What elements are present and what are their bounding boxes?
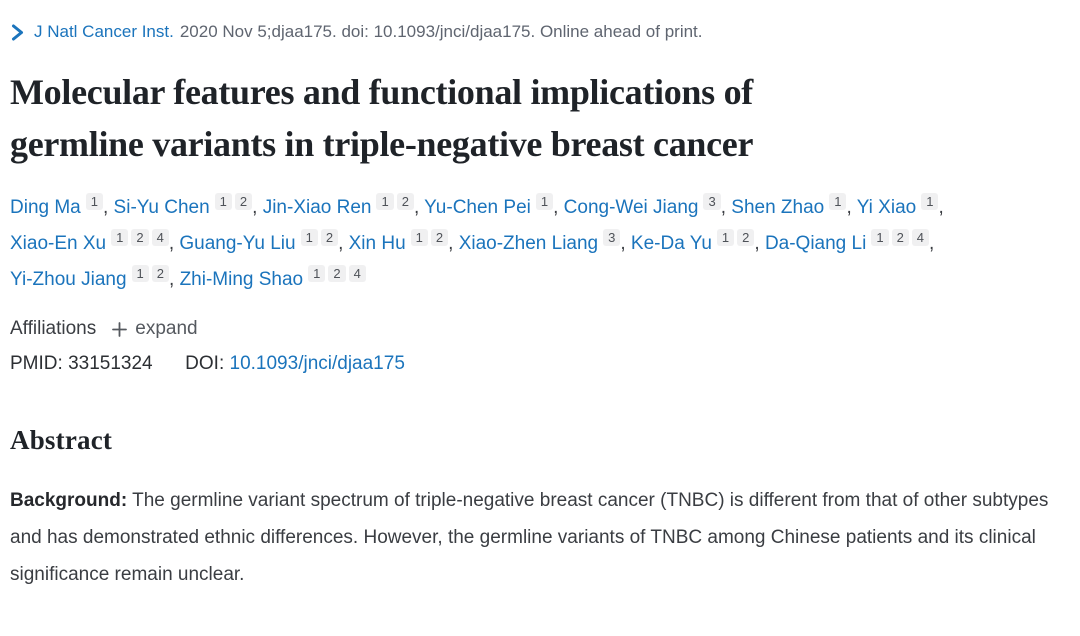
author-link[interactable]: Da-Qiang Li — [764, 233, 867, 254]
author-link[interactable]: Guang-Yu Liu — [179, 233, 296, 254]
author-separator: , — [846, 197, 852, 218]
affiliation-number-badge: 1 — [376, 193, 394, 210]
author-link[interactable]: Xin Hu — [348, 233, 406, 254]
affiliation-number-badge: 1 — [535, 193, 554, 210]
author-separator: , — [168, 233, 175, 254]
author-item: Ding Ma 1, — [10, 193, 109, 218]
chevron-right-icon — [10, 24, 25, 41]
author-link[interactable]: Yi-Zhou Jiang — [10, 269, 127, 290]
affiliation-number-badge: 2 — [131, 229, 149, 246]
affiliation-number-badge: 2 — [737, 229, 755, 246]
author-item: Shen Zhao 1, — [731, 193, 852, 218]
affiliation-number-badge: 1 — [829, 193, 847, 210]
author-item: Yi-Zhou Jiang 1 2, — [10, 265, 175, 290]
article-title-line: Molecular features and functional implic… — [10, 72, 753, 112]
author-separator: , — [720, 197, 726, 218]
author-separator: , — [169, 269, 175, 290]
author-link[interactable]: Ding Ma — [10, 197, 81, 218]
author-item: Jin-Xiao Ren 1 2, — [262, 193, 420, 218]
author-list: Ding Ma 1, Si-Yu Chen 1 2, Jin-Xiao Ren 1 2, … — [10, 190, 1030, 298]
affiliation-number-badge: 1 — [214, 193, 232, 210]
citation-details: 2020 Nov 5;djaa175. doi: 10.1093/jnci/dj… — [179, 22, 703, 41]
affiliation-number-badge: 1 — [716, 229, 735, 246]
affiliation-number-badge: 1 — [410, 229, 428, 246]
affiliation-number-badge: 3 — [603, 229, 621, 246]
author-item: Yu-Chen Pei 1, — [424, 193, 559, 218]
article-page: J Natl Cancer Inst. 2020 Nov 5;djaa175. … — [10, 22, 1066, 593]
expand-affiliations-button[interactable]: expand — [112, 318, 198, 340]
affiliation-number-badge: 2 — [328, 265, 346, 282]
affiliation-number-badge: 2 — [151, 265, 169, 282]
author-separator: , — [413, 197, 420, 218]
affiliation-number-badge: 2 — [396, 193, 414, 210]
author-item: Yi Xiao 1, — [856, 193, 944, 218]
author-link[interactable]: Yu-Chen Pei — [424, 197, 531, 218]
affiliation-number-badge: 2 — [320, 229, 339, 246]
author-separator: , — [338, 233, 344, 254]
affiliation-number-badge: 1 — [85, 193, 103, 210]
affiliation-number-badge: 2 — [234, 193, 253, 210]
author-separator: , — [102, 197, 109, 218]
author-link[interactable]: Yi Xiao — [856, 197, 917, 218]
author-link[interactable]: Jin-Xiao Ren — [262, 197, 372, 218]
article-title-line: germline variants in triple-negative bre… — [10, 124, 754, 164]
author-link[interactable]: Xiao-Zhen Liang — [458, 233, 599, 254]
background-text: The germline variant spectrum of triple-… — [10, 490, 1049, 585]
author-link[interactable]: Ke-Da Yu — [630, 233, 712, 254]
affiliation-number-badge: 2 — [430, 229, 449, 246]
affiliation-number-badge: 4 — [348, 265, 366, 282]
pmid-label: PMID: — [10, 353, 63, 374]
author-separator: , — [620, 233, 626, 254]
journal-link[interactable]: J Natl Cancer Inst. — [34, 22, 174, 41]
affiliations-row: Affiliations expand — [10, 318, 1066, 340]
author-item: Xin Hu 1 2, — [348, 229, 454, 254]
author-link[interactable]: Xiao-En Xu — [10, 233, 107, 254]
affiliation-number-badge: 1 — [111, 229, 129, 246]
author-separator: , — [754, 233, 760, 254]
abstract-heading: Abstract — [10, 425, 113, 455]
affiliation-number-badge: 1 — [921, 193, 939, 210]
affiliation-number-badge: 4 — [151, 229, 169, 246]
doi-label: DOI: — [185, 353, 225, 374]
identifiers-row: PMID: 33151324 DOI: 10.1093/jnci/djaa175 — [10, 353, 1066, 375]
affiliation-number-badge: 1 — [300, 229, 318, 246]
author-separator: , — [448, 233, 454, 254]
author-item: Guang-Yu Liu 1 2, — [179, 229, 344, 254]
pmid-value: 33151324 — [68, 353, 153, 374]
author-link[interactable]: Si-Yu Chen — [113, 197, 210, 218]
doi-link[interactable]: 10.1093/jnci/djaa175 — [229, 353, 405, 374]
author-separator: , — [252, 197, 258, 218]
author-item: Si-Yu Chen 1 2, — [113, 193, 258, 218]
author-item: Da-Qiang Li 1 2 4, — [764, 229, 935, 254]
author-separator: , — [938, 197, 944, 218]
plus-icon — [112, 321, 128, 337]
expand-label: expand — [135, 318, 198, 339]
affiliations-label: Affiliations — [10, 318, 97, 339]
author-link[interactable]: Shen Zhao — [731, 197, 825, 218]
article-title: Molecular features and functional implic… — [10, 66, 1066, 170]
affiliation-number-badge: 1 — [308, 265, 326, 282]
author-item: Ke-Da Yu 1 2, — [630, 229, 760, 254]
author-separator: , — [929, 233, 935, 254]
affiliation-number-badge: 3 — [703, 193, 721, 210]
affiliation-number-badge: 2 — [891, 229, 909, 246]
affiliation-number-badge: 1 — [871, 229, 889, 246]
author-item: Xiao-En Xu 1 2 4, — [10, 229, 175, 254]
author-link[interactable]: Cong-Wei Jiang — [563, 197, 699, 218]
author-item: Cong-Wei Jiang 3, — [563, 193, 726, 218]
author-item: Zhi-Ming Shao 1 2 4 — [179, 265, 366, 290]
background-label: Background: — [10, 490, 128, 511]
author-link[interactable]: Zhi-Ming Shao — [179, 269, 304, 290]
affiliation-number-badge: 1 — [131, 265, 149, 282]
abstract-background-paragraph: Background: The germline variant spectru… — [10, 482, 1066, 593]
affiliation-number-badge: 4 — [911, 229, 930, 246]
author-separator: , — [553, 197, 559, 218]
journal-citation: J Natl Cancer Inst. 2020 Nov 5;djaa175. … — [10, 22, 1066, 42]
author-item: Xiao-Zhen Liang 3, — [458, 229, 626, 254]
